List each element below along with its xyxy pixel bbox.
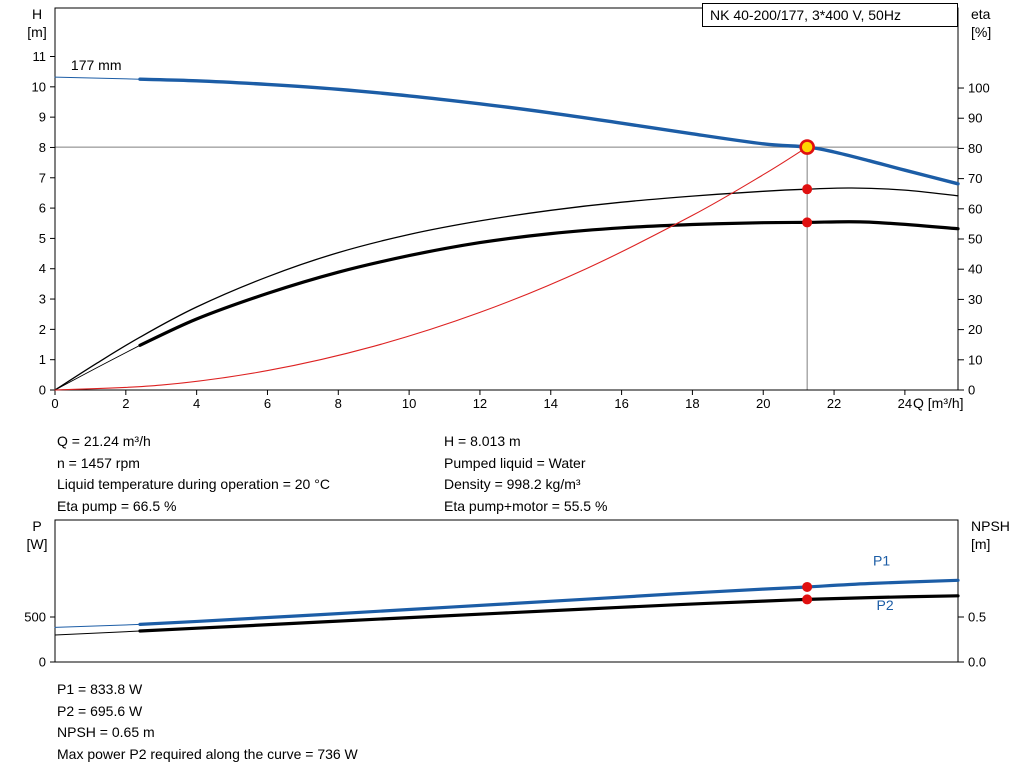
x-tick-label: 6 <box>264 396 271 411</box>
readout-density: Density = 998.2 kg/m³ <box>444 476 581 492</box>
eta-pump-point <box>802 184 813 195</box>
qh-eta-chart: 0 2 4 6 8 10 12 14 16 18 20 22 24 Q [m³/h]01234567891… <box>27 6 991 411</box>
y-right-tick-label: 10 <box>968 352 982 367</box>
p2-curve-label: P2 <box>877 597 894 613</box>
p1-curve-label: P1 <box>873 552 890 568</box>
p1-curve-leadin <box>54 623 141 628</box>
readout-head: H = 8.013 m <box>444 433 521 449</box>
x-axis-title: Q [m³/h] <box>913 395 964 411</box>
y-right-tick-label: 90 <box>968 111 982 126</box>
y-left-tick-label: 0 <box>39 655 46 670</box>
readout-p2: P2 = 695.6 W <box>57 702 143 719</box>
eta-pump-curve <box>54 187 959 391</box>
y-left-tick-label: 8 <box>39 140 46 155</box>
y-left-axis-title: [W] <box>27 536 48 552</box>
readout-pumped-liquid: Pumped liquid = Water <box>444 454 586 471</box>
p2-point <box>802 594 813 605</box>
y-right-tick-label: 20 <box>968 322 982 337</box>
y-left-tick-label: 11 <box>33 49 47 64</box>
readout-liquid-temp: Liquid temperature during operation = 20… <box>57 476 330 492</box>
y-left-tick-label: 9 <box>39 110 46 125</box>
y-left-tick-label: 1 <box>39 352 46 367</box>
x-tick-label: 10 <box>402 396 416 411</box>
y-left-tick-label: 3 <box>39 292 46 307</box>
y-left-tick-label: 6 <box>39 201 46 216</box>
x-tick-label: 14 <box>544 396 558 411</box>
p1-point <box>802 581 813 592</box>
y-right-tick-label: 80 <box>968 141 982 156</box>
readout-speed: n = 1457 rpm <box>57 454 140 471</box>
power-readouts: P1 = 833.8 W P2 = 695.6 W NPSH = 0.65 m … <box>57 679 358 765</box>
y-left-tick-label: 2 <box>39 322 46 337</box>
y-right-tick-label: 0.5 <box>968 610 986 625</box>
x-tick-label: 8 <box>335 396 342 411</box>
duty-point[interactable] <box>799 139 815 155</box>
x-tick-label: 4 <box>193 396 200 411</box>
y-right-tick-label: 70 <box>968 171 982 186</box>
y-right-tick-label: 0.0 <box>968 655 986 670</box>
readout-p1: P1 = 833.8 W <box>57 681 143 697</box>
x-tick-label: 24 <box>898 396 912 411</box>
eta-pump-motor-point <box>802 217 813 228</box>
system-curve <box>54 146 808 391</box>
readout-max-power: Max power P2 required along the curve = … <box>57 745 358 762</box>
p2-curve-leadin <box>54 630 141 636</box>
power-npsh-chart-frame <box>54 519 959 663</box>
pump-title-box: NK 40-200/177, 3*400 V, 50Hz <box>702 3 958 27</box>
y-left-tick-label: 10 <box>32 79 46 94</box>
y-right-axis-title: [%] <box>971 24 991 40</box>
readout-npsh: NPSH = 0.65 m <box>57 724 155 740</box>
y-left-axis-title: [m] <box>27 24 46 40</box>
x-tick-label: 16 <box>614 396 628 411</box>
p2-curve <box>138 594 960 633</box>
y-left-tick-label: 4 <box>39 261 46 276</box>
head-curve <box>138 77 960 186</box>
power-npsh-chart: 0 500 0.0 0.5 P [W] NPSH [m] P1 P2 <box>24 518 1010 670</box>
readout-eta-pump-motor: Eta pump+motor = 55.5 % <box>444 497 608 514</box>
qh-eta-chart-frame <box>54 7 959 391</box>
y-right-axis-title: NPSH <box>971 518 1010 534</box>
y-left-tick-label: 7 <box>39 170 46 185</box>
eta-pump-motor-leadin <box>54 344 141 391</box>
duty-readouts-left: Q = 21.24 m³/h n = 1457 rpm Liquid tempe… <box>57 431 330 517</box>
y-right-tick-label: 0 <box>968 383 975 398</box>
eta-pump-motor-curve <box>138 220 960 347</box>
y-right-tick-label: 100 <box>968 81 990 96</box>
head-curve-leadin <box>54 76 141 80</box>
x-tick-label: 0 <box>51 396 58 411</box>
y-left-tick-label: 500 <box>24 610 46 625</box>
x-tick-label: 12 <box>473 396 487 411</box>
x-tick-label: 20 <box>756 396 770 411</box>
x-tick-label: 22 <box>827 396 841 411</box>
duty-readouts-right: H = 8.013 m Pumped liquid = Water Densit… <box>444 431 607 517</box>
x-tick-label: 18 <box>685 396 699 411</box>
y-right-tick-label: 60 <box>968 201 982 216</box>
y-right-tick-label: 30 <box>968 292 982 307</box>
y-right-tick-label: 50 <box>968 232 982 247</box>
y-left-tick-label: 5 <box>39 231 46 246</box>
y-left-tick-label: 0 <box>39 383 46 398</box>
y-right-tick-label: 40 <box>968 262 982 277</box>
y-left-axis-title: H <box>32 6 42 22</box>
y-right-axis-title: eta <box>971 6 991 22</box>
y-right-axis-title: [m] <box>971 536 990 552</box>
y-left-axis-title: P <box>32 518 41 534</box>
readout-eta-pump: Eta pump = 66.5 % <box>57 497 177 514</box>
readout-q: Q = 21.24 m³/h <box>57 433 151 449</box>
x-tick-label: 2 <box>122 396 129 411</box>
impeller-size-label: 177 mm <box>71 57 122 73</box>
p1-curve <box>138 578 960 626</box>
